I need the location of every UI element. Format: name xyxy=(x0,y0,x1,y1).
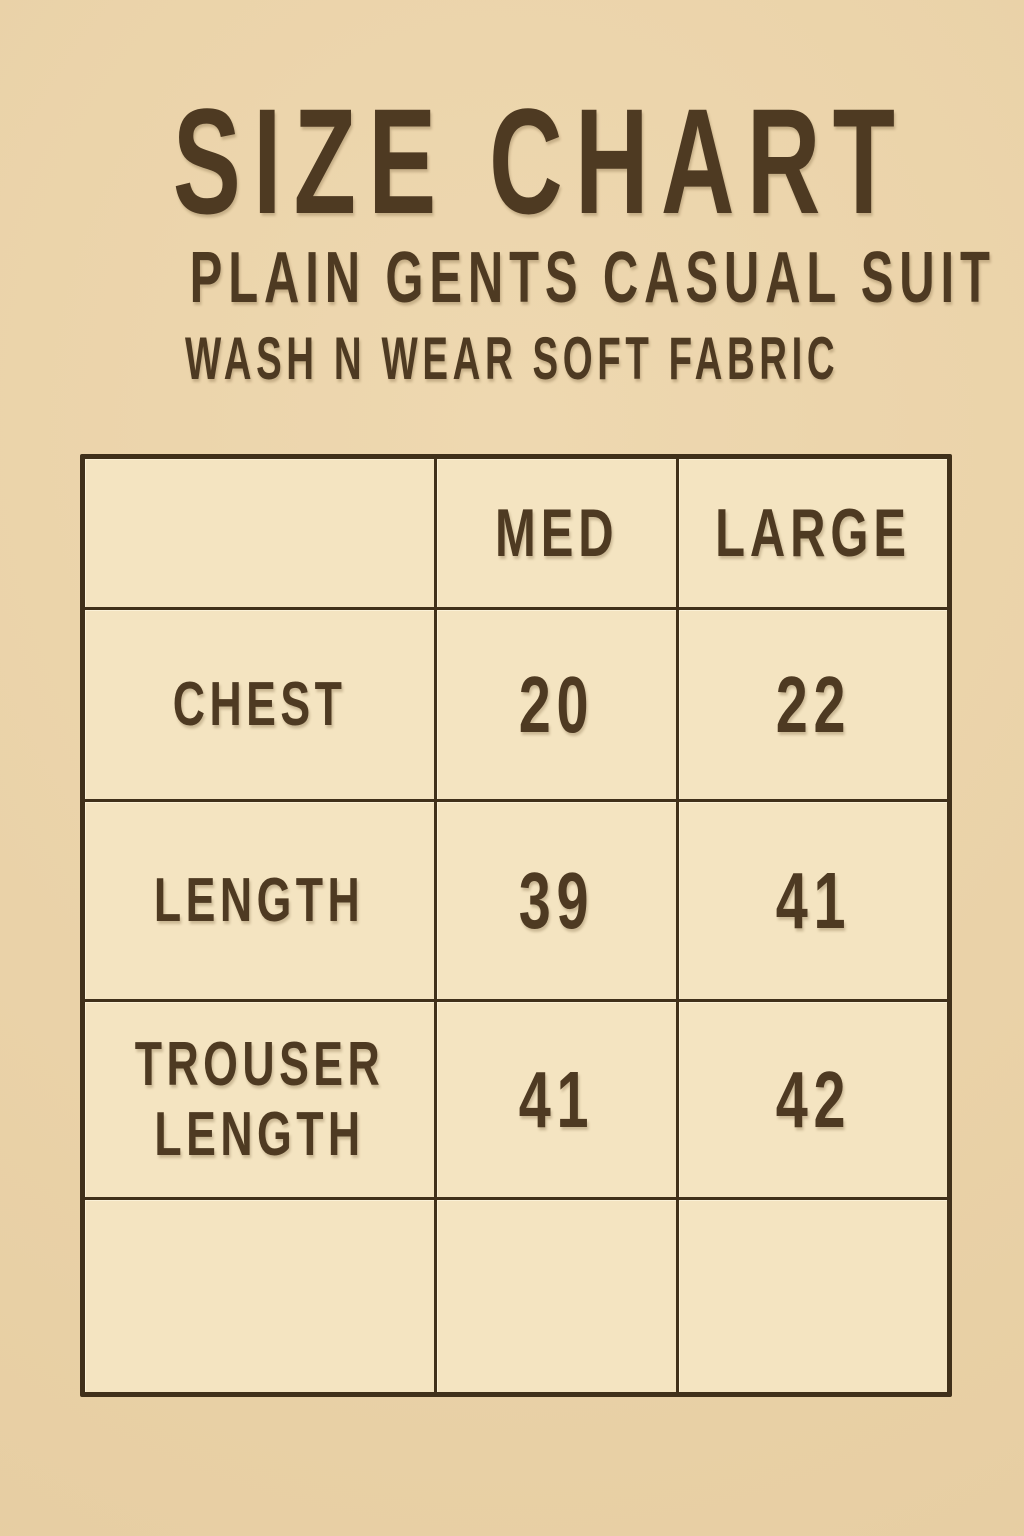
cell-chest-large-text: 22 xyxy=(775,659,851,749)
row-label-empty xyxy=(85,1200,434,1392)
row-label-length: LENGTH xyxy=(85,802,434,999)
row-label-chest-text: CHEST xyxy=(172,669,347,739)
cell-length-large: 41 xyxy=(679,802,947,999)
cell-length-med-text: 39 xyxy=(518,855,595,945)
cell-chest-large: 22 xyxy=(679,610,947,799)
fabric-tagline-text: WASH N WEAR SOFT FABRIC xyxy=(184,325,840,392)
table-header-med: MED xyxy=(437,459,676,607)
table-header-large-text: LARGE xyxy=(715,495,911,571)
product-subtitle: PLAIN GENTS CASUAL SUIT xyxy=(0,242,1024,314)
cell-length-med: 39 xyxy=(437,802,676,999)
size-table: MED LARGE CHEST 20 22 LENGTH 39 41 TROUS… xyxy=(80,454,952,1397)
row-label-length-text: LENGTH xyxy=(154,865,365,935)
page-title-text: SIZE CHART xyxy=(172,77,908,245)
cell-chest-med-text: 20 xyxy=(518,659,595,749)
cell-trouser-length-large-text: 42 xyxy=(775,1054,851,1144)
fabric-tagline: WASH N WEAR SOFT FABRIC xyxy=(0,329,1024,389)
cell-trouser-length-med: 41 xyxy=(437,1002,676,1197)
cell-trouser-length-large: 42 xyxy=(679,1002,947,1197)
cell-length-large-text: 41 xyxy=(775,855,851,945)
cell-trouser-length-med-text: 41 xyxy=(518,1054,595,1144)
cell-chest-med: 20 xyxy=(437,610,676,799)
table-header-med-text: MED xyxy=(494,495,619,571)
row-label-trouser-length-text: TROUSER LENGTH xyxy=(134,1030,385,1169)
row-label-chest: CHEST xyxy=(85,610,434,799)
page-title: SIZE CHART xyxy=(0,86,1024,236)
cell-empty-large xyxy=(679,1200,947,1392)
table-header-empty xyxy=(85,459,434,607)
cell-empty-med xyxy=(437,1200,676,1392)
row-label-trouser-length: TROUSER LENGTH xyxy=(85,1002,434,1197)
product-subtitle-text: PLAIN GENTS CASUAL SUIT xyxy=(189,238,996,318)
table-header-large: LARGE xyxy=(679,459,947,607)
